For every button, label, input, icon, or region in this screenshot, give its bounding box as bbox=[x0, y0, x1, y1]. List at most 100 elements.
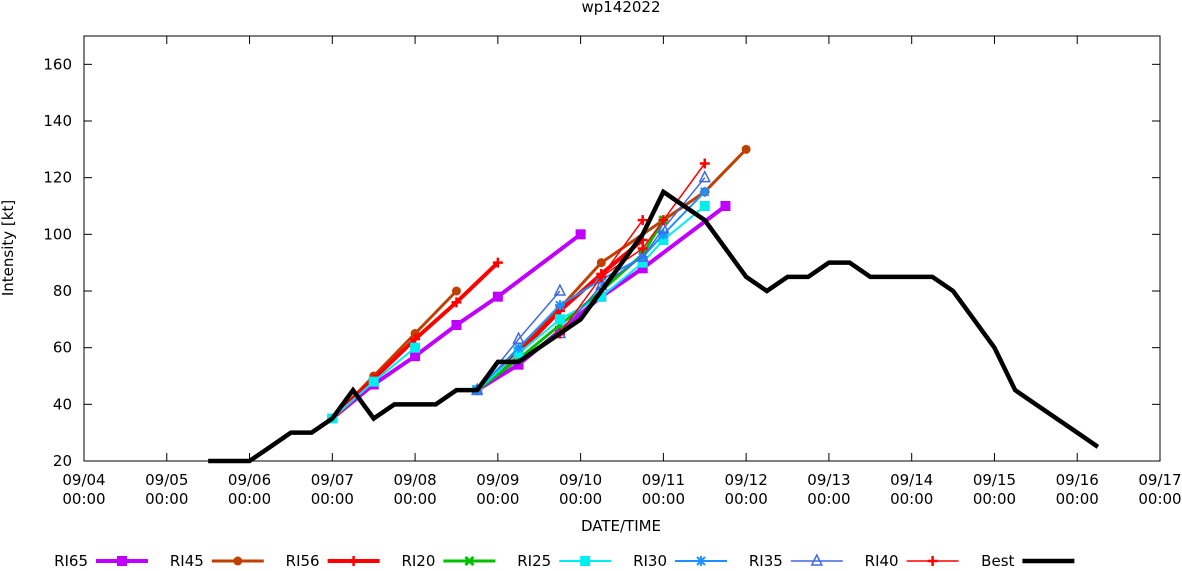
x-tick-label-date: 09/07 bbox=[311, 471, 354, 489]
data-point-ri30 bbox=[554, 300, 565, 311]
x-tick-label-date: 09/11 bbox=[642, 471, 685, 489]
x-tick-label-date: 09/17 bbox=[1138, 471, 1181, 489]
legend-label-ri20: RI20 bbox=[401, 552, 435, 567]
x-tick-label-date: 09/05 bbox=[145, 471, 188, 489]
data-point-ri65 bbox=[410, 351, 421, 362]
data-point-ri65 bbox=[492, 291, 503, 302]
legend-label-ri56: RI56 bbox=[286, 552, 320, 567]
data-point-ri40 bbox=[637, 215, 648, 226]
series-best bbox=[208, 188, 1100, 464]
data-point-ri35 bbox=[512, 331, 525, 344]
x-tick-label-date: 09/06 bbox=[228, 471, 271, 489]
data-point-ri25 bbox=[658, 235, 669, 245]
legend-marker-ri40 bbox=[927, 556, 938, 566]
x-tick-label-date: 09/13 bbox=[807, 471, 850, 489]
x-tick-label-date: 09/04 bbox=[62, 471, 105, 489]
legend-marker-ri20 bbox=[464, 555, 475, 567]
data-point-ri35 bbox=[657, 220, 670, 234]
x-tick-label-time: 00:00 bbox=[973, 490, 1016, 508]
y-axis-label: Intensity [kt] bbox=[0, 200, 17, 296]
x-tick-label-time: 00:00 bbox=[476, 490, 519, 508]
x-tick-label-time: 00:00 bbox=[559, 490, 602, 508]
x-tick-label-date: 09/08 bbox=[393, 471, 436, 489]
track-line-best bbox=[208, 188, 1100, 464]
y-tick-label: 120 bbox=[43, 169, 72, 187]
x-tick-label-time: 00:00 bbox=[807, 490, 850, 508]
y-tick-label: 40 bbox=[53, 395, 72, 413]
legend-marker-ri30 bbox=[696, 556, 706, 566]
legend-marker-ri56 bbox=[348, 556, 359, 566]
x-tick-label-date: 09/15 bbox=[973, 471, 1016, 489]
y-tick-label: 60 bbox=[53, 339, 72, 357]
x-tick-label-time: 00:00 bbox=[393, 490, 436, 508]
legend-label-ri40: RI40 bbox=[865, 552, 899, 567]
legend-label-ri65: RI65 bbox=[54, 552, 88, 567]
data-point-ri30 bbox=[513, 342, 524, 353]
data-point-ri25 bbox=[368, 376, 379, 387]
series-ri40 bbox=[554, 158, 710, 339]
x-tick-label-time: 00:00 bbox=[642, 490, 685, 508]
y-tick-label: 100 bbox=[43, 225, 72, 243]
data-point-ri40 bbox=[699, 158, 710, 169]
data-point-ri56 bbox=[492, 257, 503, 268]
data-point-ri40 bbox=[596, 271, 607, 282]
x-tick-label-time: 00:00 bbox=[890, 490, 933, 508]
data-point-ri30 bbox=[699, 186, 710, 197]
x-axis-label: DATE/TIME bbox=[581, 517, 661, 535]
legend-marker-ri45 bbox=[233, 556, 243, 566]
track-line-ri65 bbox=[331, 232, 582, 421]
data-point-ri45 bbox=[741, 144, 751, 154]
data-point-ri25 bbox=[513, 348, 524, 359]
legend-marker-ri25 bbox=[580, 556, 591, 566]
data-point-ri65 bbox=[575, 229, 586, 240]
data-point-ri56 bbox=[451, 297, 462, 308]
data-point-ri25 bbox=[554, 314, 565, 325]
x-tick-label-date: 09/16 bbox=[1056, 471, 1099, 489]
data-point-ri40 bbox=[637, 243, 648, 254]
x-tick-label-date: 09/09 bbox=[476, 471, 519, 489]
data-point-ri65 bbox=[513, 359, 524, 370]
data-point-ri25 bbox=[596, 291, 607, 302]
y-tick-label: 160 bbox=[43, 55, 72, 73]
chart-title: wp142022 bbox=[581, 0, 660, 16]
data-point-ri40 bbox=[658, 215, 669, 226]
data-point-ri45 bbox=[451, 286, 461, 296]
x-tick-label-time: 00:00 bbox=[145, 490, 188, 508]
x-tick-label-time: 00:00 bbox=[725, 490, 768, 508]
axes: 2040608010012014016009/0400:0009/0500:00… bbox=[43, 36, 1182, 508]
data-point-ri35 bbox=[698, 169, 711, 183]
plot-frame bbox=[83, 35, 1161, 462]
data-point-ri35 bbox=[636, 249, 649, 262]
data-point-ri65 bbox=[720, 201, 731, 211]
legend: RI65 RI45 RI56 RI20 RI25 RI30 RI35 RI40 Best bbox=[54, 552, 1075, 570]
x-tick-label-time: 00:00 bbox=[1056, 490, 1099, 508]
data-point-ri56 bbox=[410, 334, 421, 345]
x-tick-label-time: 00:00 bbox=[311, 490, 354, 508]
data-point-ri25 bbox=[699, 201, 710, 211]
series-layer bbox=[208, 144, 1100, 464]
x-tick-label-date: 09/14 bbox=[890, 471, 933, 489]
legend-label-ri25: RI25 bbox=[517, 552, 551, 567]
x-tick-label-time: 00:00 bbox=[228, 490, 271, 508]
x-tick-label-date: 09/12 bbox=[725, 471, 768, 489]
legend-marker-ri65 bbox=[117, 556, 127, 566]
x-tick-label-time: 00:00 bbox=[1138, 490, 1181, 508]
legend-label-ri30: RI30 bbox=[633, 552, 667, 567]
legend-label-ri45: RI45 bbox=[170, 552, 204, 567]
data-point-ri25 bbox=[410, 342, 421, 353]
track-line-ri65 bbox=[476, 204, 727, 392]
data-point-ri65 bbox=[451, 320, 462, 330]
track-line-ri35 bbox=[559, 177, 706, 334]
x-tick-label-date: 09/10 bbox=[559, 471, 602, 489]
y-tick-label: 140 bbox=[43, 112, 72, 130]
x-tick-label-time: 00:00 bbox=[62, 490, 105, 508]
data-point-ri25 bbox=[637, 257, 648, 268]
legend-label-ri35: RI35 bbox=[749, 552, 783, 567]
legend-label-best: Best bbox=[981, 552, 1014, 567]
data-point-ri45 bbox=[596, 258, 606, 268]
y-tick-label: 20 bbox=[53, 452, 72, 470]
legend-marker-ri35 bbox=[810, 553, 824, 566]
y-tick-label: 80 bbox=[53, 282, 72, 300]
data-point-ri65 bbox=[637, 263, 648, 274]
